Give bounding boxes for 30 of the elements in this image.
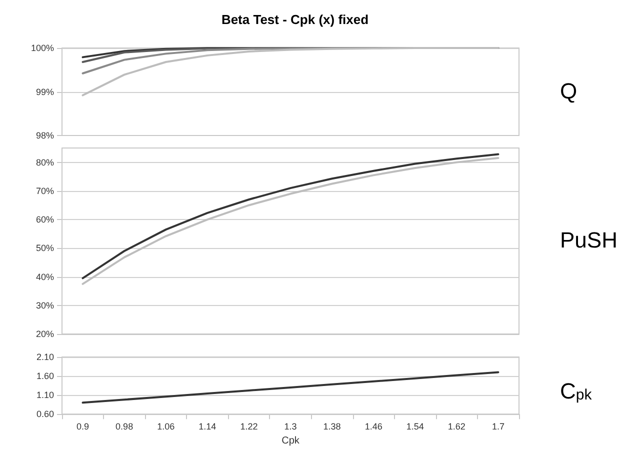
y-tick-label: 98% bbox=[36, 130, 54, 140]
y-tick-label: 80% bbox=[36, 157, 54, 168]
x-tick-label: 1.22 bbox=[240, 422, 258, 432]
y-tick-label: 2.10 bbox=[36, 352, 54, 362]
y-tick-label: 0.60 bbox=[36, 409, 54, 420]
y-tick-label: 1.60 bbox=[36, 371, 54, 382]
x-tick-label: 1.62 bbox=[448, 422, 466, 432]
x-tick-label: 1.14 bbox=[198, 422, 216, 432]
chart-title: Beta Test - Cpk (x) fixed bbox=[221, 12, 369, 27]
x-tick-label: 1.3 bbox=[284, 422, 297, 432]
y-tick-label: 50% bbox=[36, 243, 54, 254]
y-tick-label: 100% bbox=[30, 43, 54, 53]
x-axis-title: Cpk bbox=[282, 436, 300, 446]
x-tick-label: 1.06 bbox=[157, 422, 175, 432]
y-axis-title: Cpk bbox=[560, 378, 592, 404]
x-tick-label: 1.38 bbox=[323, 422, 341, 432]
x-tick-label: 1.46 bbox=[364, 422, 382, 432]
x-tick-label: 1.7 bbox=[492, 422, 504, 432]
x-tick-label: 0.9 bbox=[76, 422, 90, 432]
y-tick-label: 70% bbox=[36, 186, 54, 196]
y-tick-label: 40% bbox=[36, 272, 54, 282]
y-tick-label: 20% bbox=[36, 329, 54, 339]
y-axis-title: PuSH bbox=[560, 228, 618, 252]
y-tick-label: 99% bbox=[36, 86, 54, 97]
x-tick-label: 0.98 bbox=[116, 422, 134, 432]
y-tick-label: 1.10 bbox=[36, 390, 54, 400]
y-tick-label: 60% bbox=[36, 214, 54, 225]
x-tick-label: 1.54 bbox=[406, 422, 424, 432]
y-axis-title: Q bbox=[560, 78, 578, 104]
y-tick-label: 30% bbox=[36, 300, 54, 310]
